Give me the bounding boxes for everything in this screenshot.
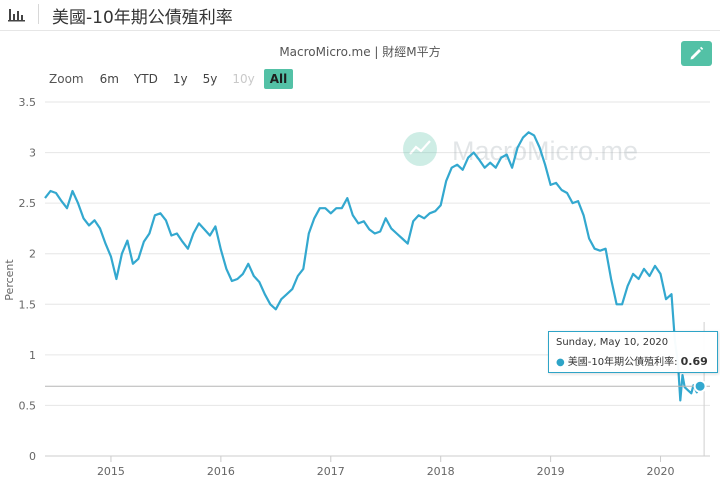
range-6m-button[interactable]: 6m xyxy=(99,72,119,86)
tooltip-date: Sunday, May 10, 2020 xyxy=(556,337,669,348)
tooltip-series: 美國-10年期公債殖利率 xyxy=(567,357,675,368)
zoom-label: Zoom xyxy=(49,72,84,86)
watermark: MacroMicro.me xyxy=(403,132,638,166)
y-tick-label: 2.5 xyxy=(19,197,37,210)
y-tick-label: 3 xyxy=(29,147,36,160)
range-ytd-button[interactable]: YTD xyxy=(133,72,158,86)
range-selector: Zoom 6m YTD 1y 5y 10y All xyxy=(49,68,296,90)
x-tick-label: 2018 xyxy=(427,465,455,478)
chart-subtitle: MacroMicro.me | 財經M平方 xyxy=(279,45,441,59)
y-tick-label: 2 xyxy=(29,248,36,261)
x-tick-label: 2020 xyxy=(647,465,675,478)
tooltip-row: ● 美國-10年期公債殖利率: 0.69 xyxy=(556,355,708,368)
chart-header: 美國-10年期公債殖利率 xyxy=(0,0,720,31)
range-10y-button: 10y xyxy=(232,72,255,86)
watermark-logo-icon xyxy=(403,132,437,166)
range-1y-button[interactable]: 1y xyxy=(172,72,188,86)
y-tick-label: 1.5 xyxy=(19,298,37,311)
series-line xyxy=(44,131,702,402)
pencil-icon xyxy=(690,46,704,60)
tooltip-value: 0.69 xyxy=(680,355,708,368)
edit-button[interactable] xyxy=(681,41,712,66)
y-tick-label: 1 xyxy=(29,349,36,362)
range-all-button[interactable]: All xyxy=(263,69,294,89)
y-tick-label: 0.5 xyxy=(19,399,37,412)
y-tick-label: 0 xyxy=(29,450,36,463)
x-tick-label: 2019 xyxy=(537,465,565,478)
y-axis-label: Percent xyxy=(3,259,16,301)
header-divider xyxy=(38,4,39,24)
tooltip-dot-icon: ● xyxy=(556,357,565,368)
y-tick-label: 3.5 xyxy=(19,96,37,109)
chart-title: 美國-10年期公債殖利率 xyxy=(52,8,233,28)
range-5y-button[interactable]: 5y xyxy=(202,72,218,86)
data-tooltip: Sunday, May 10, 2020 ● 美國-10年期公債殖利率: 0.69 xyxy=(548,331,718,373)
highlight-point[interactable] xyxy=(693,379,707,393)
x-tick-label: 2015 xyxy=(97,465,125,478)
x-tick-label: 2017 xyxy=(317,465,345,478)
bar-chart-icon xyxy=(8,9,25,22)
x-tick-label: 2016 xyxy=(207,465,235,478)
